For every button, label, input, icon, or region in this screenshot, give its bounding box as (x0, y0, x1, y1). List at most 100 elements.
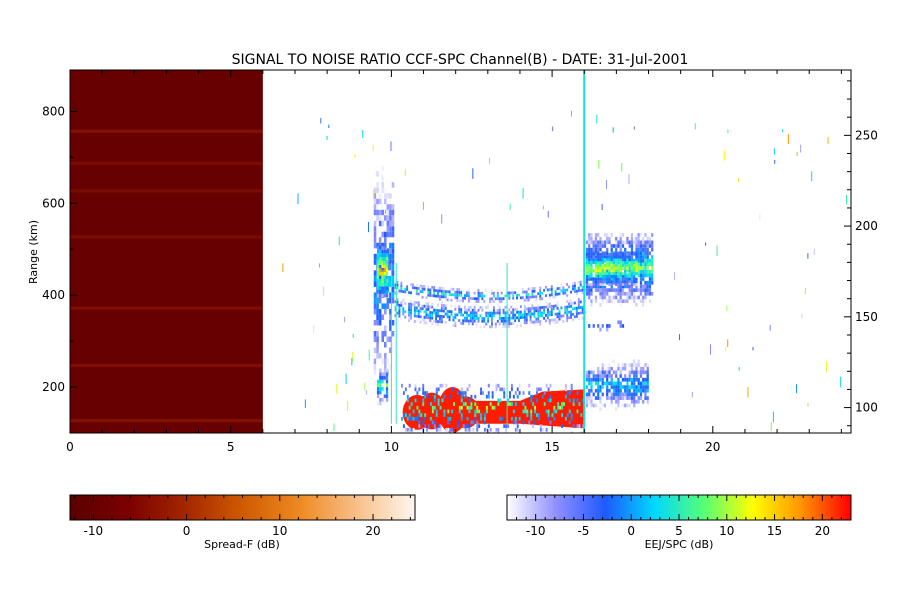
upper-band-cell (535, 309, 538, 313)
noise-speck (811, 171, 813, 182)
echo-column-core (379, 368, 382, 373)
late-echo-cell (630, 302, 634, 307)
upper-band-cell (510, 327, 513, 331)
noise-speck (827, 137, 829, 145)
upper-band-cell (462, 319, 465, 323)
upper-band-cell (448, 310, 451, 313)
upper-band-cell (477, 289, 480, 292)
upper-band-cell (548, 313, 551, 317)
upper-band-cell (444, 287, 447, 291)
upper-band-cell (465, 308, 468, 312)
late-echo-cell (639, 299, 643, 303)
upper-band-cell (398, 306, 401, 310)
late-echo-core (619, 280, 622, 284)
upper-band-cell (550, 285, 553, 289)
strong-echo-edge (445, 427, 448, 432)
echo-column-cell (378, 204, 382, 210)
late-echo-core (592, 280, 595, 284)
late-echo-cell (621, 324, 625, 328)
late-echo-cell (637, 403, 640, 408)
late-echo-core (608, 277, 611, 281)
strong-echo-edge (460, 416, 463, 421)
upper-band-cell (442, 292, 445, 296)
upper-band-cell (533, 287, 536, 290)
strong-echo-edge (456, 391, 459, 395)
late-echo-cell (594, 284, 598, 289)
late-echo-cell (619, 273, 622, 278)
late-echo-cell (633, 396, 636, 400)
echo-column-cell (373, 364, 377, 370)
upper-band-cell (502, 311, 505, 315)
upper-band-cell (475, 322, 478, 326)
late-echo-cell (630, 251, 634, 256)
late-echo-cell (621, 233, 625, 237)
echo-column-cell (391, 286, 395, 293)
late-echo-cell (610, 255, 613, 259)
upper-band-cell (543, 288, 546, 292)
upper-band-cell (479, 314, 482, 318)
late-echo-core (599, 277, 602, 281)
noise-speck (354, 154, 356, 159)
strong-echo-edge (431, 405, 434, 410)
late-echo-core (628, 280, 631, 284)
echo-column-core (379, 372, 382, 377)
late-echo-cell (648, 299, 652, 303)
late-echo-cell (585, 396, 589, 400)
late-echo-cell (612, 302, 616, 307)
upper-band-cell (410, 308, 412, 312)
upper-band-cell (500, 319, 503, 323)
echo-column-cell (373, 209, 377, 216)
upper-band-cell (477, 306, 480, 309)
noise-speck (716, 245, 718, 256)
upper-band-cell (570, 299, 573, 303)
upper-band-cell (581, 316, 584, 320)
late-echo-cell (626, 295, 629, 300)
late-echo-cell (624, 284, 627, 289)
late-echo-cell (615, 392, 618, 397)
upper-band-cell (440, 315, 443, 318)
late-echo-cell (597, 313, 600, 317)
late-echo-cell (639, 403, 643, 408)
late-echo-cell (644, 302, 647, 307)
upper-band-cell (479, 303, 482, 307)
echo-column-core (383, 286, 386, 291)
upper-band-cell (471, 303, 474, 306)
echo-column-core (376, 293, 380, 298)
strong-echo-edge (418, 424, 421, 428)
echo-column-core (383, 249, 386, 254)
strong-echo-edge (564, 383, 567, 388)
late-echo-cell (646, 251, 649, 256)
colorbar-tick-label: 5 (675, 524, 683, 538)
upper-band-cell (546, 299, 549, 303)
upper-band-cell (419, 320, 422, 324)
late-echo-cell (637, 399, 640, 404)
echo-column-core (385, 253, 389, 258)
late-echo-cell (585, 374, 589, 378)
late-echo-cell (597, 374, 600, 378)
upper-band-cell (539, 320, 542, 323)
late-echo-cell (626, 366, 629, 371)
late-echo-cell (612, 236, 616, 241)
echo-column-core (376, 390, 380, 395)
late-echo-cell (628, 295, 631, 300)
echo-column-cell (391, 386, 395, 392)
echo-column-core (379, 383, 382, 388)
late-echo-core (612, 266, 616, 270)
late-echo-cell (630, 266, 634, 270)
strong-echo-edge (487, 424, 490, 428)
late-echo-cell (621, 299, 625, 303)
late-echo-core (603, 277, 607, 281)
upper-band-cell (467, 303, 470, 306)
upper-band-cell (394, 283, 397, 287)
late-echo-cell (594, 410, 598, 415)
upper-band-cell (514, 308, 517, 312)
late-echo-cell (646, 255, 649, 259)
late-echo-cell (603, 366, 607, 371)
upper-band-cell (519, 324, 522, 328)
echo-column-cell (378, 242, 382, 249)
late-echo-cell (642, 363, 645, 367)
upper-band-cell (429, 319, 432, 323)
upper-band-cell (460, 327, 463, 331)
eej-spc-colorbar-label: EEJ/SPC (dB) (645, 538, 714, 551)
strong-echo-edge (510, 387, 513, 392)
